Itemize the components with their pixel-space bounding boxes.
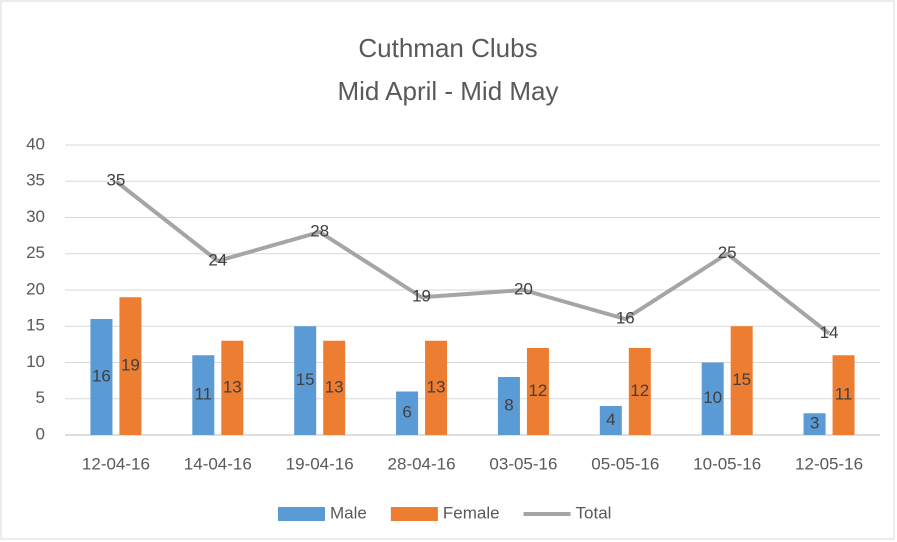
bar <box>294 326 317 435</box>
y-tick-label: 25 <box>26 243 45 262</box>
x-tick-label: 28-04-16 <box>388 454 456 473</box>
legend-label: Female <box>443 503 500 522</box>
x-tick-label: 19-04-16 <box>286 454 354 473</box>
bar <box>192 355 215 435</box>
data-label: 15 <box>296 370 315 389</box>
data-label: 19 <box>121 356 140 375</box>
data-label: 13 <box>325 377 344 396</box>
bar <box>628 348 651 435</box>
data-label: 35 <box>106 171 125 190</box>
y-tick-label: 30 <box>26 207 45 226</box>
data-label: 16 <box>92 366 111 385</box>
x-tick-label: 05-05-16 <box>591 454 659 473</box>
bar <box>701 362 724 435</box>
bar <box>497 377 520 435</box>
legend-label: Male <box>330 503 367 522</box>
data-label: 16 <box>616 308 635 327</box>
data-label: 11 <box>194 385 212 404</box>
x-tick-label: 14-04-16 <box>184 454 252 473</box>
data-label: 4 <box>606 410 615 429</box>
data-label: 12 <box>630 381 649 400</box>
y-tick-label: 35 <box>26 171 45 190</box>
y-tick-label: 40 <box>26 134 45 153</box>
bar <box>119 297 142 435</box>
data-label: 24 <box>208 250 227 269</box>
bar <box>526 348 549 435</box>
y-tick-label: 5 <box>36 388 45 407</box>
data-label: 3 <box>810 414 819 433</box>
data-label: 11 <box>835 385 853 404</box>
legend-swatch <box>278 507 325 521</box>
data-label: 19 <box>412 287 431 306</box>
data-label: 20 <box>514 279 533 298</box>
y-tick-label: 15 <box>26 316 45 335</box>
data-label: 8 <box>504 395 513 414</box>
x-tick-label: 12-04-16 <box>82 454 150 473</box>
data-label: 12 <box>528 381 547 400</box>
line <box>114 179 831 336</box>
bar <box>323 340 346 435</box>
data-label: 25 <box>718 243 737 262</box>
data-label: 15 <box>732 370 751 389</box>
bar <box>803 413 826 435</box>
data-label: 10 <box>703 388 722 407</box>
bar <box>832 355 855 435</box>
legend-label: Total <box>576 503 612 522</box>
x-tick-label: 03-05-16 <box>489 454 557 473</box>
bar <box>425 340 448 435</box>
bar <box>396 391 419 435</box>
data-label: 13 <box>223 377 242 396</box>
bar <box>599 406 622 435</box>
y-tick-label: 0 <box>36 424 45 443</box>
data-label: 14 <box>820 323 839 342</box>
y-tick-label: 10 <box>26 352 45 371</box>
y-tick-label: 20 <box>26 279 45 298</box>
chart-subtitle: Mid April - Mid May <box>337 76 558 106</box>
chart-title: Cuthman Clubs <box>358 33 537 63</box>
legend-swatch <box>390 507 438 521</box>
x-tick-label: 10-05-16 <box>693 454 761 473</box>
bar <box>730 326 753 435</box>
data-label: 6 <box>402 403 411 422</box>
x-tick-label: 12-05-16 <box>795 454 863 473</box>
data-label: 13 <box>427 377 446 396</box>
bar <box>90 319 113 435</box>
data-label: 28 <box>310 221 329 240</box>
bar <box>221 340 244 435</box>
